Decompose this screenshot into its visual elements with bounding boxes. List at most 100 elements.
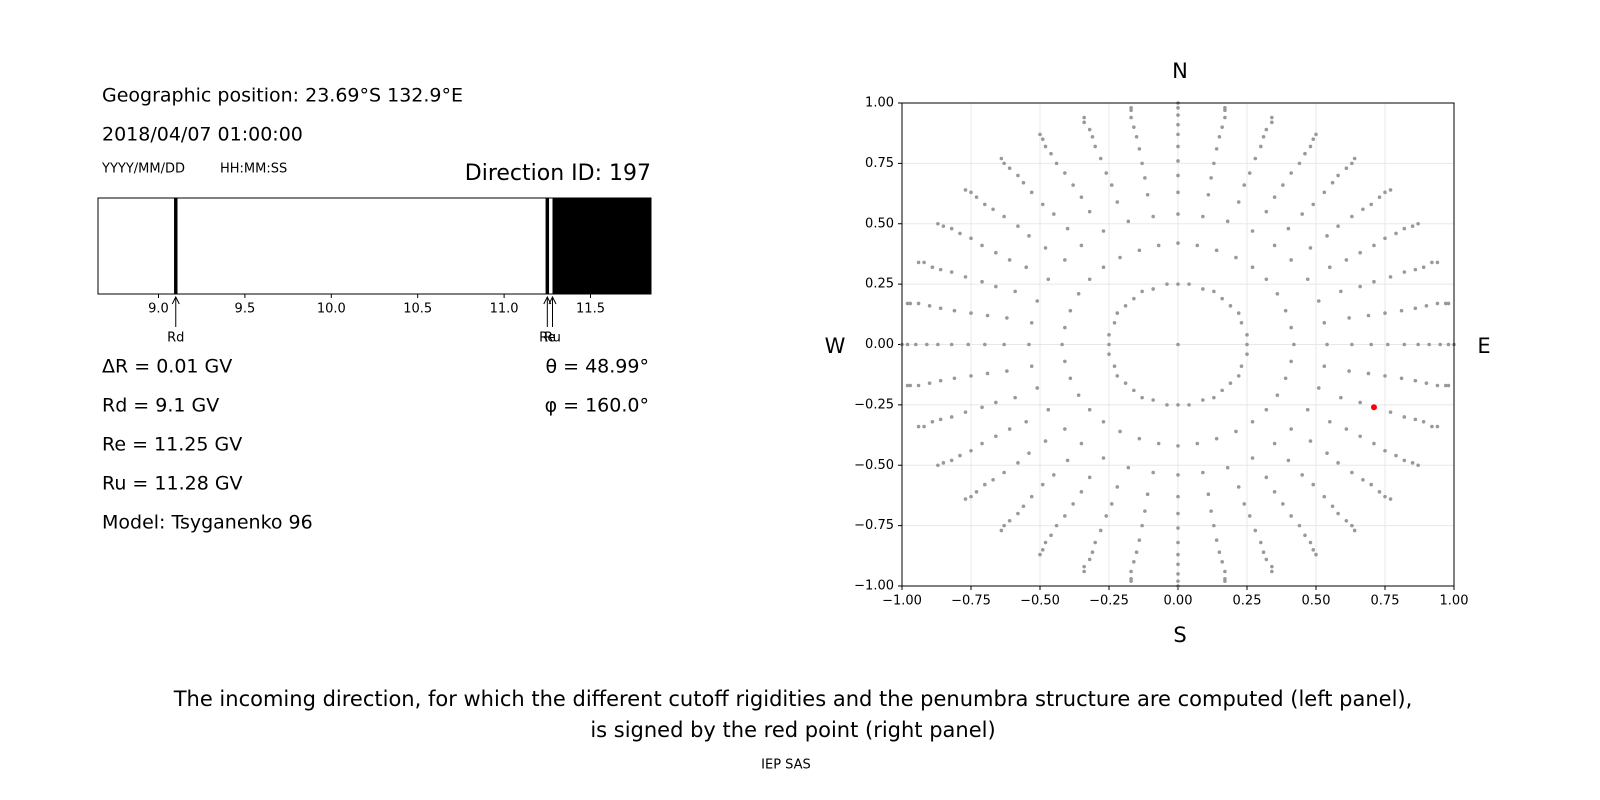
- direction-point: [1358, 400, 1362, 405]
- direction-point: [1358, 434, 1362, 439]
- direction-point: [1027, 342, 1031, 347]
- direction-point: [949, 342, 954, 347]
- direction-point: [1264, 127, 1269, 132]
- direction-point: [1283, 376, 1288, 381]
- direction-point: [1289, 325, 1293, 330]
- direction-point: [930, 419, 935, 424]
- direction-point: [1132, 388, 1136, 393]
- direction-point: [1402, 458, 1407, 463]
- direction-point: [1300, 473, 1304, 477]
- direction-point: [1093, 144, 1097, 149]
- direction-point: [1027, 451, 1031, 455]
- direction-point: [1007, 427, 1012, 431]
- direction-point: [1322, 190, 1327, 195]
- direction-point: [1217, 135, 1222, 139]
- direction-point: [1283, 308, 1288, 313]
- direction-point: [1052, 473, 1056, 477]
- direction-id: Direction ID: 197: [465, 161, 651, 186]
- x-tick-label: 0.50: [1302, 594, 1331, 609]
- direction-point: [985, 371, 990, 376]
- direction-point: [1118, 429, 1122, 434]
- direction-point: [1002, 342, 1006, 347]
- direction-point: [1087, 209, 1092, 214]
- direction-point: [1416, 221, 1420, 226]
- direction-point: [1245, 342, 1249, 347]
- direction-point: [980, 405, 984, 410]
- direction-point: [916, 301, 921, 306]
- x-tick-label: 1.00: [1440, 594, 1469, 609]
- direction-point: [936, 463, 940, 468]
- direction-point: [1115, 374, 1120, 378]
- direction-point: [1275, 291, 1280, 296]
- direction-point: [1209, 509, 1213, 513]
- x-tick-label: 10.5: [403, 302, 432, 317]
- direction-point: [1176, 562, 1180, 567]
- direction-point: [1402, 226, 1407, 231]
- direction-point: [1220, 560, 1224, 564]
- direction-point: [1270, 120, 1274, 125]
- direction-point: [949, 226, 954, 231]
- direction-point: [1214, 436, 1219, 441]
- direction-point: [1250, 456, 1255, 460]
- direction-point: [1076, 393, 1081, 398]
- direction-point: [936, 342, 940, 347]
- direction-point: [1129, 106, 1133, 110]
- direction-point: [1016, 224, 1020, 228]
- direction-point: [1220, 125, 1224, 129]
- direction-point: [1176, 511, 1180, 516]
- direction-point: [1082, 564, 1086, 569]
- direction-point: [1107, 333, 1111, 337]
- direction-point: [1187, 403, 1191, 407]
- direction-point: [1063, 258, 1067, 262]
- direction-point: [1316, 386, 1321, 390]
- direction-point: [938, 378, 943, 383]
- direction-point: [1339, 395, 1343, 400]
- direction-point: [969, 190, 973, 195]
- direction-point: [1176, 572, 1180, 576]
- direction-point: [1132, 125, 1136, 129]
- direction-point: [952, 376, 957, 381]
- direction-point: [969, 448, 973, 453]
- direction-point: [1245, 352, 1249, 356]
- direction-point: [1212, 523, 1216, 528]
- direction-point: [1054, 523, 1059, 528]
- direction-point: [1223, 579, 1227, 583]
- direction-point: [1259, 540, 1263, 545]
- direction-point: [1443, 383, 1448, 388]
- direction-point: [1430, 260, 1434, 265]
- direction-point: [1372, 441, 1376, 446]
- direction-point: [1250, 229, 1255, 233]
- direction-point: [1129, 569, 1133, 574]
- direction-point: [1377, 490, 1382, 494]
- direction-point: [1176, 122, 1180, 127]
- direction-point: [983, 482, 987, 487]
- direction-point: [1115, 485, 1120, 489]
- direction-point: [980, 243, 984, 248]
- direction-point: [1228, 381, 1233, 385]
- direction-point: [1024, 265, 1028, 270]
- direction-point: [1187, 282, 1191, 286]
- direction-point: [1421, 265, 1426, 270]
- direction-point: [927, 304, 932, 308]
- direction-point: [941, 224, 946, 228]
- direction-point: [1052, 212, 1056, 216]
- direction-point: [1361, 207, 1365, 212]
- x-tick-label: 9.0: [148, 302, 169, 317]
- direction-point: [1140, 289, 1144, 294]
- direction-point: [1446, 342, 1451, 347]
- direction-point: [1076, 291, 1081, 296]
- direction-point: [1289, 514, 1293, 518]
- direction-point: [1156, 243, 1161, 248]
- direction-point: [1176, 212, 1180, 216]
- direction-point: [1156, 441, 1161, 446]
- direction-point: [1098, 528, 1103, 533]
- direction-point: [1264, 277, 1269, 282]
- date-format: YYYY/MM/DD: [101, 162, 185, 177]
- direction-point: [1402, 342, 1407, 347]
- direction-point: [1016, 173, 1020, 178]
- direction-point: [1372, 243, 1376, 248]
- direction-point: [1126, 219, 1131, 224]
- direction-point: [1176, 282, 1180, 286]
- direction-point: [1234, 255, 1238, 260]
